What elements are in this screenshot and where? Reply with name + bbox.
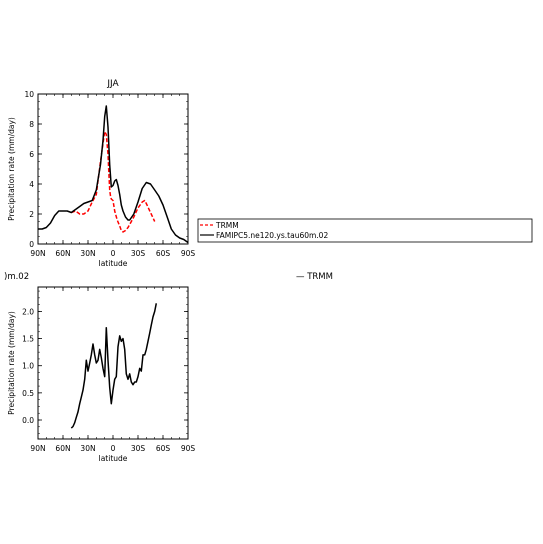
chart0-x-tick-label: 90N xyxy=(30,249,45,258)
chart0-x-tick-label: 60N xyxy=(55,249,70,258)
chart0-x-tick-label: 30S xyxy=(131,249,146,258)
chart1-y-tick-label: 2.0 xyxy=(22,307,34,316)
chart0-series-line-0 xyxy=(71,130,156,233)
chart1-x-tick-label: 0 xyxy=(111,444,116,453)
lower-chart: 90N 60N 30N 0 30S 60S 90S 0.0 0.5 1.0 1.5 2.0 latitu… xyxy=(7,286,196,463)
chart0-y-tick-label: 2 xyxy=(29,210,34,219)
legend: TRMM FAMIPC5.ne120.ys.tau60m.02 xyxy=(197,218,533,243)
chart1-x-tick-label: 90N xyxy=(30,444,45,453)
chart1-plot-frame xyxy=(37,286,189,440)
chart1-y-tick-label: 0.5 xyxy=(22,389,34,398)
chart1-x-tick-label: 30S xyxy=(131,444,146,453)
upper-chart: JJA 90N 60N 30N 0 30S 60S 90S 0 2 4 6 8 10 latitude Pre… xyxy=(7,79,195,268)
chart1-x-axis-label: latitude xyxy=(99,454,128,463)
chart0-x-tick-label: 30N xyxy=(80,249,95,258)
chart1-y-tick-label: 1.0 xyxy=(22,362,34,371)
legend-label-trmm: TRMM xyxy=(215,221,239,230)
chart0-series-line-1 xyxy=(38,105,189,244)
chart1-x-tick-label: 30N xyxy=(80,444,95,453)
chart1-y-tick-label: 1.5 xyxy=(22,335,34,344)
chart0-x-tick-label: 60S xyxy=(156,249,171,258)
chart0-x-axis-label: latitude xyxy=(99,259,128,268)
lower-title-fragment: )m.02 xyxy=(4,272,29,282)
lower-right-label: — TRMM xyxy=(296,272,333,282)
chart0-x-tick-label: 0 xyxy=(111,249,116,258)
chart0-title: JJA xyxy=(106,79,119,89)
chart1-x-tick-label: 60N xyxy=(55,444,70,453)
chart1-x-tick-label: 90S xyxy=(181,444,196,453)
chart0-y-tick-label: 0 xyxy=(29,240,34,249)
chart0-y-tick-label: 4 xyxy=(29,180,34,189)
chart0-x-tick-label: 90S xyxy=(181,249,196,258)
chart1-x-tick-label: 60S xyxy=(156,444,171,453)
chart1-series-line-0 xyxy=(70,303,158,429)
chart1-y-tick-label: 0.0 xyxy=(22,416,34,425)
chart0-y-tick-label: 10 xyxy=(24,90,34,99)
chart0-y-tick-label: 6 xyxy=(29,150,34,159)
chart0-y-axis-label: Precipitation rate (mm/day) xyxy=(7,117,16,221)
legend-label-model: FAMIPC5.ne120.ys.tau60m.02 xyxy=(216,231,328,240)
chart0-y-tick-label: 8 xyxy=(29,120,34,129)
legend-frame xyxy=(197,218,533,243)
chart0-plot-frame xyxy=(37,93,189,245)
chart1-y-axis-label: Precipitation rate (mm/day) xyxy=(7,311,16,415)
